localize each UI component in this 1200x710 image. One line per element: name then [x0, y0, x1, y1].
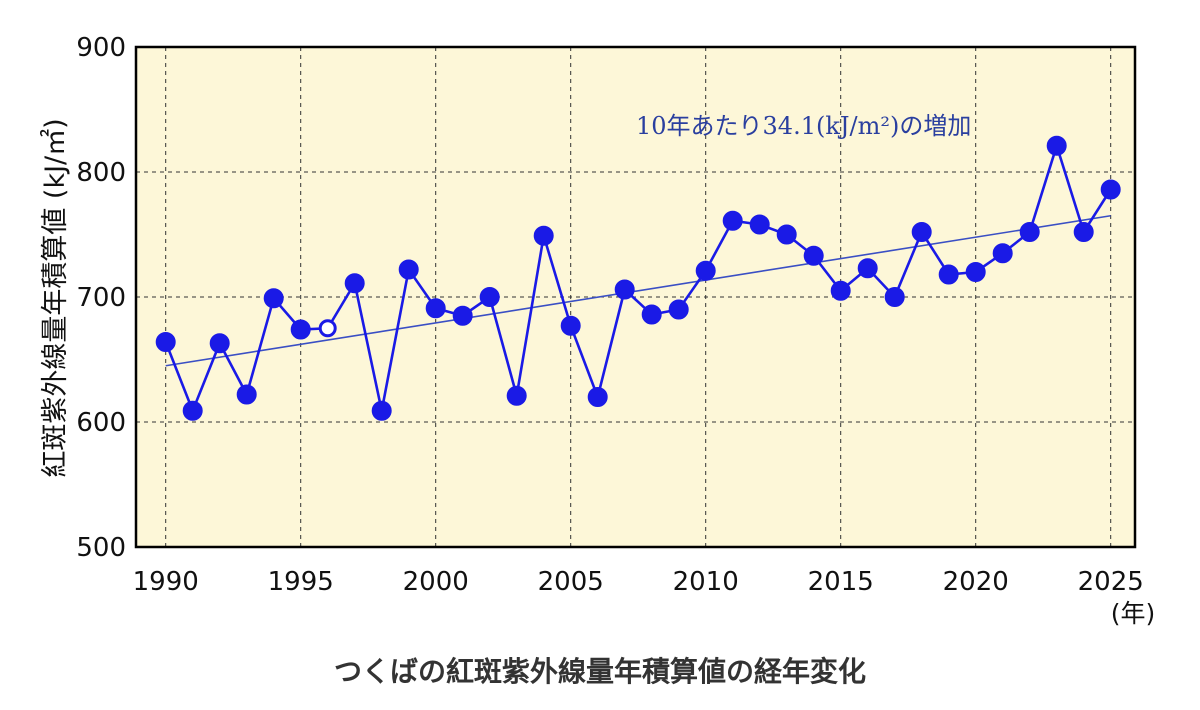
data-point [992, 243, 1013, 264]
data-point [344, 273, 365, 294]
y-tick-label: 600 [76, 408, 126, 438]
data-point [830, 280, 851, 301]
tick-labels: 1990 1995 2000 2005 2010 2015 2020 2025 500 600 70… [76, 33, 1143, 597]
x-tick-label: 2020 [943, 567, 1009, 597]
data-point [803, 245, 824, 266]
data-point [506, 385, 527, 406]
data-point [1046, 135, 1067, 156]
x-tick-label: 2005 [538, 567, 604, 597]
trend-line [165, 214, 1111, 367]
data-point [318, 319, 337, 338]
data-point [614, 279, 635, 300]
data-point [209, 333, 230, 354]
data-point [668, 299, 689, 320]
data-point [911, 222, 932, 242]
x-tick-label: 2025 [1078, 567, 1144, 597]
data-point [641, 304, 662, 325]
data-point [938, 264, 959, 285]
x-axis-unit: (年) [1111, 599, 1156, 628]
y-axis-label: 紅斑紫外線量年積算値 (kJ/㎡) [40, 118, 71, 477]
x-tick-label: 1995 [268, 567, 334, 597]
data-point [560, 315, 581, 336]
data-point [479, 287, 500, 307]
data-point [857, 258, 878, 279]
data-point [452, 305, 473, 326]
data-point [1073, 222, 1094, 242]
plot-frame [134, 45, 1137, 549]
y-tick-label: 700 [76, 283, 126, 313]
data-point [155, 332, 176, 352]
data-point [965, 262, 986, 282]
data-point [236, 384, 257, 405]
data-point [290, 319, 311, 340]
data-point [884, 287, 905, 307]
trend-annotation: 10年あたり34.1(kJ/m²)の増加 [636, 112, 971, 140]
chart: 1990 1995 2000 2005 2010 2015 2020 2025 500 600 70… [40, 33, 1156, 628]
data-point [182, 400, 203, 421]
data-point [398, 259, 419, 280]
y-tick-label: 500 [76, 533, 126, 563]
x-tick-label: 2010 [673, 567, 739, 597]
data-point [587, 387, 608, 407]
data-point [1100, 179, 1121, 200]
data-point [425, 298, 446, 319]
grid-lines [136, 47, 1135, 547]
data-point [371, 400, 392, 421]
x-tick-label: 1990 [133, 567, 199, 597]
data-point [722, 210, 743, 231]
y-tick-label: 900 [76, 33, 126, 63]
y-tick-label: 800 [76, 158, 126, 188]
data-point [1019, 222, 1040, 242]
x-tick-label: 2000 [403, 567, 469, 597]
data-point [695, 260, 716, 281]
data-point [749, 214, 770, 235]
data-point [533, 225, 554, 246]
data-point [263, 288, 284, 309]
chart-caption: つくばの紅斑紫外線量年積算値の経年変化 [333, 655, 866, 688]
data-point [776, 224, 797, 245]
data-points [155, 135, 1121, 421]
x-tick-label: 2015 [808, 567, 874, 597]
